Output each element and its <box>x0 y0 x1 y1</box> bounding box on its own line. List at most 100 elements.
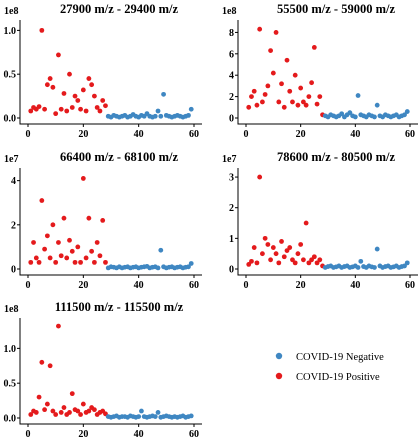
x-tick-label: 60 <box>405 280 415 291</box>
point-negative <box>358 258 364 264</box>
axis-lines <box>19 168 202 276</box>
point-positive <box>67 410 72 415</box>
legend-label-positive: COVID-19 Positive <box>296 372 380 383</box>
axis-lines <box>19 20 202 125</box>
point-positive <box>103 259 108 265</box>
x-tick-label: 60 <box>189 129 199 140</box>
point-positive <box>44 401 50 407</box>
point-negative <box>139 408 144 414</box>
point-negative <box>155 108 161 114</box>
point-positive <box>86 76 92 81</box>
point-positive <box>44 233 50 239</box>
point-positive <box>281 104 287 110</box>
point-positive <box>260 251 265 257</box>
point-negative <box>155 410 161 415</box>
legend-label-negative: COVID-19 Negative <box>296 352 384 363</box>
point-positive <box>317 257 323 263</box>
scale-label: 1e8 <box>4 304 18 315</box>
legend: COVID-19 Negative COVID-19 Positive <box>275 352 384 383</box>
scatter-panel-2: 55500 m/z - 59000 m/z 1e8 0 20 40 60 0 2 4 6 8 <box>222 2 418 140</box>
point-positive <box>50 84 56 90</box>
panel-title: 66400 m/z - 68100 m/z <box>60 150 178 164</box>
point-negative <box>136 414 142 420</box>
point-positive <box>39 198 45 203</box>
point-negative <box>158 113 164 119</box>
point-positive <box>69 248 75 254</box>
y-tick-label: 0.5 <box>4 379 17 390</box>
point-negative <box>152 113 158 119</box>
legend-marker-positive <box>275 372 283 380</box>
scale-label: 1e7 <box>4 154 18 165</box>
point-negative <box>374 246 380 252</box>
point-negative <box>161 91 166 97</box>
y-tick-label: 0 <box>11 265 16 276</box>
point-positive <box>92 407 97 413</box>
point-positive <box>273 251 279 257</box>
axis-lines <box>237 20 418 125</box>
point-positive <box>100 98 106 103</box>
point-positive <box>67 71 72 77</box>
point-positive <box>103 103 108 109</box>
point-positive <box>279 239 284 244</box>
point-positive <box>270 70 276 76</box>
point-positive <box>303 102 309 108</box>
point-positive <box>78 259 83 265</box>
point-positive <box>97 253 103 259</box>
point-negative <box>188 413 194 419</box>
point-positive <box>83 108 89 114</box>
y-tick-label: 0.0 <box>4 414 17 425</box>
point-positive <box>28 259 34 265</box>
x-tick-label: 40 <box>134 129 144 140</box>
x-tick-label: 40 <box>350 129 360 140</box>
point-positive <box>42 246 47 252</box>
x-tick-label: 20 <box>296 280 306 291</box>
point-positive <box>83 255 89 261</box>
point-negative <box>374 102 380 108</box>
point-positive <box>75 408 81 414</box>
x-tick-label: 0 <box>244 129 249 140</box>
y-tick-label: 2 <box>229 92 234 103</box>
y-tick-label: 0.5 <box>4 70 17 81</box>
point-negative <box>158 247 164 253</box>
scale-label: 1e8 <box>4 6 18 17</box>
point-positive <box>254 260 260 266</box>
point-negative <box>347 110 353 116</box>
panel-title: 55500 m/z - 59000 m/z <box>277 2 395 16</box>
point-positive <box>36 259 42 265</box>
x-tick-label: 0 <box>244 280 249 291</box>
point-negative <box>404 109 410 114</box>
x-tick-label: 20 <box>78 429 88 440</box>
x-tick-label: 60 <box>189 429 199 440</box>
point-positive <box>246 262 252 267</box>
point-positive <box>262 235 268 241</box>
point-positive <box>295 251 301 257</box>
point-positive <box>249 94 254 100</box>
point-positive <box>61 215 67 221</box>
axis-lines <box>237 168 418 276</box>
point-positive <box>92 259 97 265</box>
point-positive <box>284 57 290 63</box>
point-positive <box>314 260 320 266</box>
point-negative <box>188 106 194 112</box>
point-positive <box>270 245 276 250</box>
point-positive <box>44 82 50 88</box>
point-positive <box>56 52 61 58</box>
point-positive <box>265 83 271 89</box>
point-positive <box>262 92 268 97</box>
y-tick-label: 2 <box>229 203 234 214</box>
point-positive <box>53 259 59 265</box>
point-positive <box>78 106 83 112</box>
point-positive <box>276 99 282 105</box>
point-positive <box>94 240 100 245</box>
point-positive <box>290 99 295 105</box>
point-positive <box>39 27 45 33</box>
point-positive <box>64 255 70 261</box>
point-positive <box>67 237 72 243</box>
point-positive <box>314 101 320 107</box>
point-positive <box>254 102 260 108</box>
point-positive <box>298 242 304 247</box>
point-negative <box>188 261 194 266</box>
point-positive <box>53 111 59 117</box>
point-positive <box>276 260 282 266</box>
